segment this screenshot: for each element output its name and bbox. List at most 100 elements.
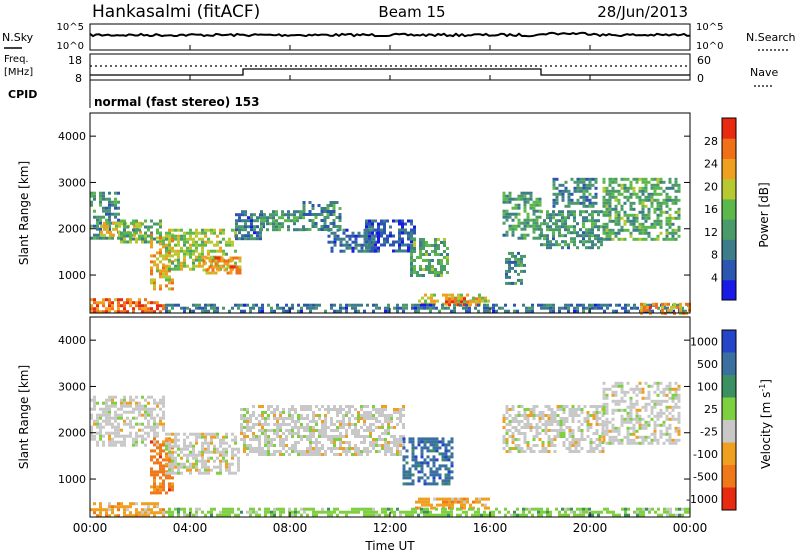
velocity-cell-region-9	[390, 510, 393, 514]
power-cell-region-9	[354, 234, 358, 238]
velocity-cell-region-7	[674, 417, 678, 421]
velocity-cell-region-5	[439, 497, 442, 501]
power-cell-region-16	[582, 216, 585, 220]
velocity-cell-region-4	[447, 482, 451, 486]
velocity-cell-region-4	[429, 467, 433, 471]
power-cell-region-14	[511, 233, 515, 237]
power-cell-region-16	[597, 213, 600, 217]
power-cell-region-4	[165, 252, 168, 256]
velocity-cell-region-2	[189, 471, 192, 475]
velocity-cell-region-2	[177, 465, 180, 469]
power-cell-region-20	[363, 309, 366, 313]
velocity-cell-region-3	[384, 429, 387, 432]
power-cell-region-21	[676, 305, 679, 309]
velocity-cell-region-1	[171, 440, 174, 444]
power-cell-region-18	[614, 189, 618, 193]
velocity-cell-region-6	[592, 441, 596, 444]
velocity-cell-region-7	[632, 429, 636, 433]
velocity-cell-region-0	[99, 434, 102, 438]
velocity-cell-region-9	[474, 513, 477, 517]
power-cell-region-4	[186, 252, 189, 256]
power-cell-region-15	[505, 272, 508, 276]
power-cell-region-0	[114, 215, 117, 219]
velocity-cell-region-6	[592, 432, 596, 435]
power-cell-region-16	[579, 234, 582, 238]
velocity-cell-region-0	[132, 407, 135, 411]
power-cell-region-19	[108, 310, 111, 314]
power-cell-region-2	[123, 231, 126, 235]
power-cell-region-7	[260, 225, 263, 229]
velocity-cell-region-0	[156, 443, 159, 447]
power-cell-region-6	[253, 225, 256, 229]
power-cell-region-16	[552, 222, 555, 226]
velocity-cell-region-2	[171, 471, 174, 475]
power-cell-region-18	[668, 180, 672, 184]
power-cell-region-19	[108, 301, 111, 305]
velocity-cell-region-3	[393, 435, 396, 438]
power-cell-region-18	[677, 234, 681, 238]
power-cell-region-4	[213, 243, 216, 247]
velocity-cell-region-3	[357, 432, 360, 435]
power-cell-region-18	[629, 180, 633, 184]
velocity-cell-region-3	[312, 432, 315, 435]
power-cell-region-16	[585, 240, 588, 244]
velocity-cell-region-3	[366, 453, 369, 456]
power-cell-region-10	[377, 231, 380, 235]
velocity-cell-region-3	[339, 453, 342, 456]
velocity-cell-region-5	[487, 497, 490, 501]
power-cell-region-14	[520, 191, 524, 195]
velocity-cell-region-0	[99, 431, 102, 435]
velocity-cell-region-7	[665, 417, 669, 421]
power-cell-region-20	[261, 309, 264, 313]
velocity-cell-region-0	[159, 422, 162, 426]
power-cell-region-6	[238, 228, 241, 232]
velocity-cell-region-0	[138, 401, 141, 405]
velocity-cell-region-9	[525, 513, 528, 517]
velocity-cell-region-3	[342, 423, 345, 426]
power-cell-region-20	[243, 303, 246, 307]
power-cell-region-17	[585, 195, 589, 199]
power-cell-region-20	[531, 306, 534, 310]
velocity-cell-region-9	[279, 513, 282, 517]
velocity-cell-region-1	[156, 485, 159, 489]
velocity-cell-region-6	[535, 405, 539, 408]
velocity-cell-region-3	[282, 417, 285, 420]
power-cell-region-18	[665, 228, 669, 232]
power-cell-region-8	[317, 228, 321, 231]
power-cell-region-11	[425, 253, 428, 256]
power-cell-region-20	[663, 306, 666, 310]
velocity-cell-region-3	[381, 426, 384, 429]
power-cell-region-11	[413, 271, 416, 274]
velocity-cell-region-9	[648, 507, 651, 511]
velocity-cell-region-3	[252, 447, 255, 450]
power-cell-region-20	[354, 309, 357, 313]
power-cell-region-8	[338, 216, 342, 219]
power-cell-region-3	[159, 284, 162, 288]
power-cell-region-17	[570, 198, 574, 202]
velocity-cell-region-3	[324, 435, 327, 438]
velocity-cell-region-4	[435, 446, 439, 450]
velocity-cell-region-6	[559, 432, 563, 435]
power-cell-region-14	[505, 209, 509, 213]
velocity-cell-region-3	[345, 411, 348, 414]
velocity-cell-region-6	[532, 444, 536, 447]
velocity-cell-region-3	[372, 417, 375, 420]
velocity-cell-region-9	[225, 513, 228, 517]
power-cell-region-14	[538, 236, 542, 240]
velocity-cell-region-8	[153, 511, 156, 515]
velocity-cell-region-2	[231, 438, 234, 442]
velocity-cell-region-7	[650, 405, 654, 409]
power-cell-region-21	[679, 308, 682, 312]
velocity-cell-region-9	[618, 513, 621, 517]
velocity-cell-region-4	[432, 476, 436, 480]
velocity-cell-region-2	[189, 450, 192, 454]
power-cell-region-9	[345, 243, 349, 247]
velocity-cell-region-3	[285, 423, 288, 426]
power-cell-region-14	[523, 200, 527, 204]
velocity-cell-region-6	[523, 438, 527, 441]
velocity-cell-region-9	[339, 510, 342, 514]
velocity-cell-region-3	[258, 429, 261, 432]
velocity-cell-region-2	[204, 468, 207, 472]
velocity-cell-region-0	[153, 428, 156, 432]
velocity-cell-region-6	[532, 450, 536, 453]
